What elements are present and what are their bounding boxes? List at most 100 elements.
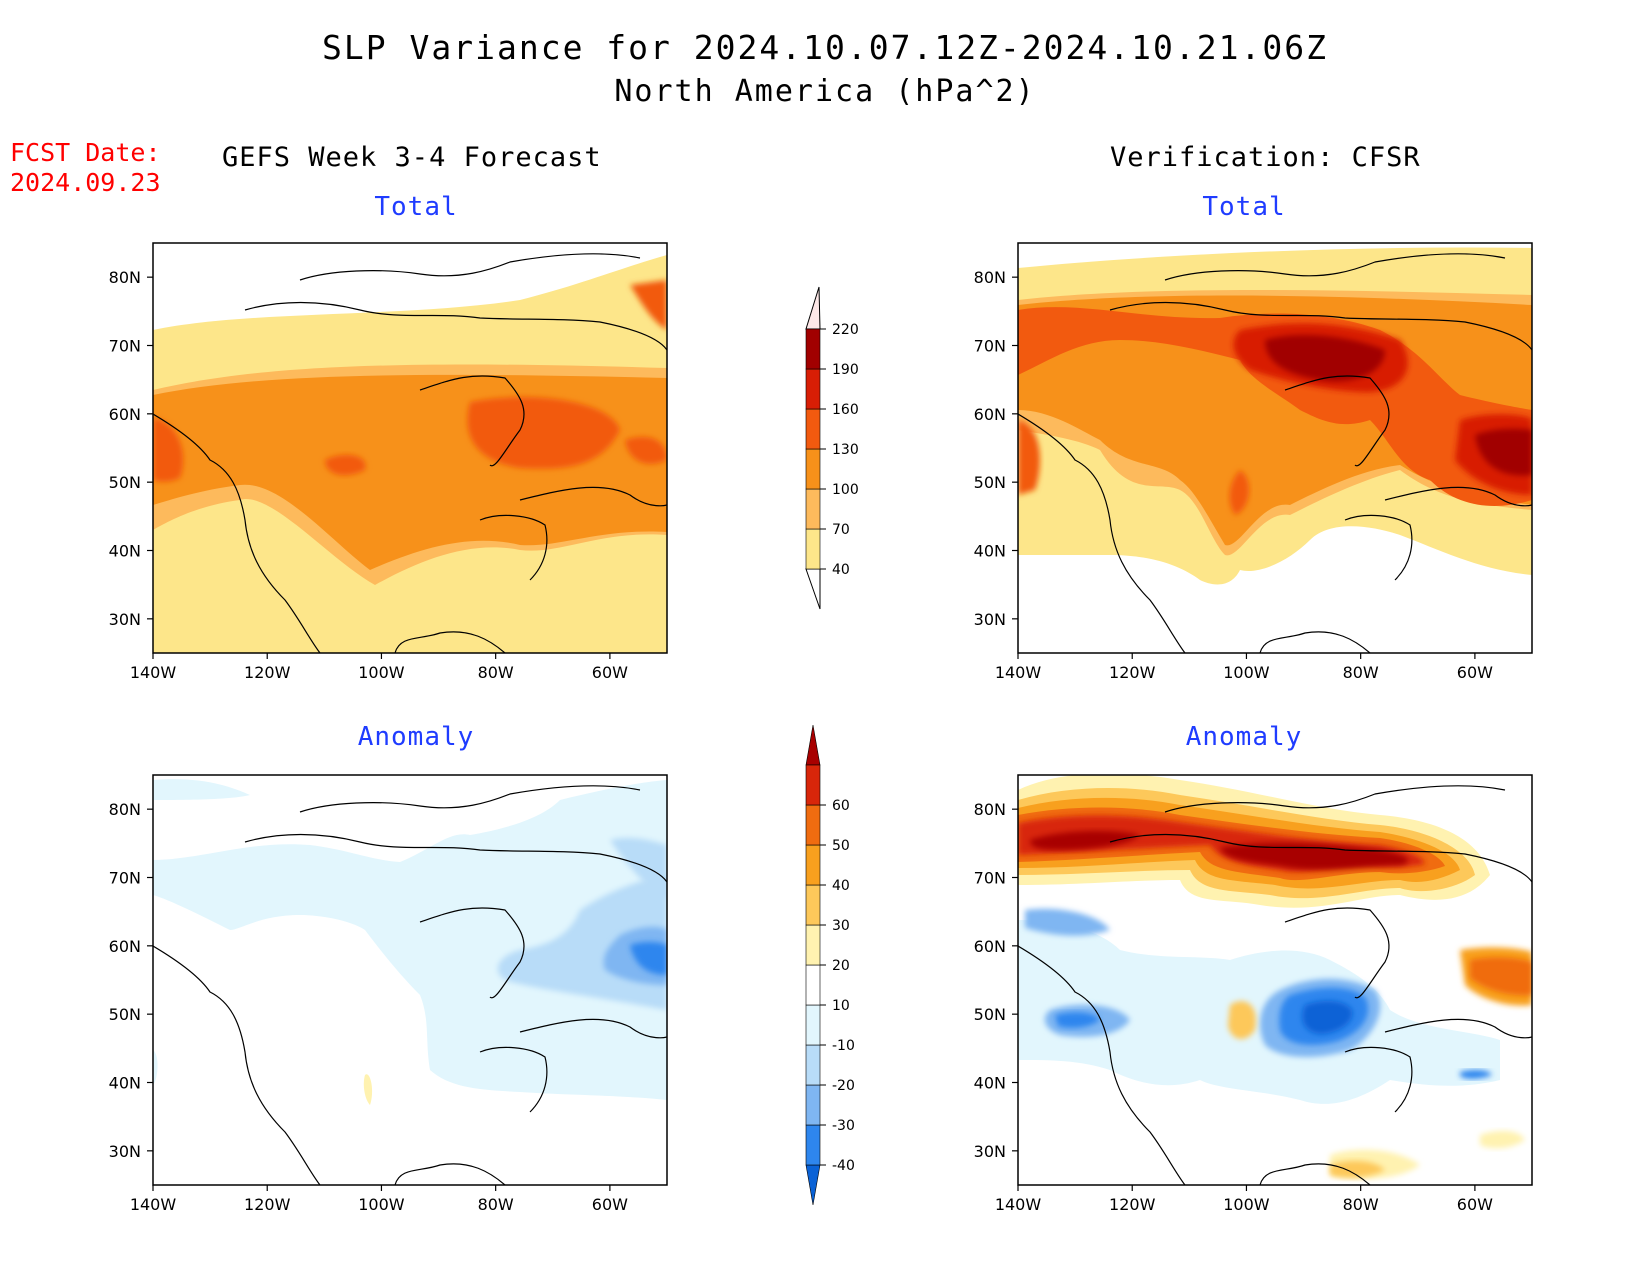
lat-tick-label: 60N — [974, 405, 1006, 424]
colorbar-segment — [805, 804, 821, 846]
lat-tick-label: 40N — [109, 1074, 141, 1093]
map-frame — [1017, 774, 1533, 1186]
colorbar-tick-label: 220 — [832, 322, 859, 338]
verification-total-title: Total — [1202, 192, 1286, 222]
lon-tick-label: 100W — [1223, 1195, 1270, 1214]
left-column-title: GEFS Week 3-4 Forecast — [222, 142, 602, 173]
lon-tick-label: 120W — [244, 663, 291, 682]
forecast-anomaly-map — [152, 774, 668, 1186]
colorbar-tick-label: 70 — [832, 522, 850, 538]
colorbar-segment — [805, 528, 821, 570]
map-frame — [152, 242, 668, 654]
map-frame — [152, 774, 668, 1186]
lat-tick-label: 30N — [974, 610, 1006, 629]
lon-tick-label: 80W — [478, 663, 514, 682]
colorbar-tick-label: -40 — [832, 1158, 855, 1174]
fcst-date-label: FCST Date: — [10, 138, 161, 167]
lon-tick-label: 140W — [130, 663, 177, 682]
lon-tick-label: 100W — [1223, 663, 1270, 682]
page-title: SLP Variance for 2024.10.07.12Z-2024.10.… — [322, 28, 1328, 67]
colorbar-tick-label: 40 — [832, 878, 850, 894]
coastlines — [153, 253, 667, 653]
colorbar-high-extension — [805, 724, 821, 766]
lat-tick-label: 70N — [974, 869, 1006, 888]
colorbar-segment — [805, 328, 821, 370]
page-subtitle: North America (hPa^2) — [614, 74, 1036, 109]
colorbar-tick-label: 100 — [832, 482, 859, 498]
lat-tick-label: 70N — [109, 337, 141, 356]
lat-tick-label: 50N — [974, 473, 1006, 492]
forecast-anomaly-title: Anomaly — [357, 722, 475, 752]
colorbar-segment — [805, 1084, 821, 1126]
lat-tick-label: 80N — [109, 268, 141, 287]
coastlines — [1018, 253, 1532, 653]
colorbar-segment — [805, 844, 821, 886]
colorbar-segment — [805, 488, 821, 530]
lon-tick-label: 60W — [1457, 1195, 1493, 1214]
lon-tick-label: 120W — [1109, 663, 1156, 682]
lon-tick-label: 80W — [1343, 663, 1379, 682]
colorbar-tick-label: -30 — [832, 1118, 855, 1134]
colorbar-segment — [805, 884, 821, 926]
forecast-total-title: Total — [374, 192, 458, 222]
lon-tick-label: 140W — [995, 1195, 1042, 1214]
lon-tick-label: 60W — [1457, 663, 1493, 682]
lon-tick-label: 140W — [995, 663, 1042, 682]
lon-tick-label: 60W — [592, 663, 628, 682]
colorbar-tick-label: -10 — [832, 1038, 855, 1054]
right-column-title: Verification: CFSR — [1110, 142, 1421, 173]
lat-tick-label: 50N — [109, 473, 141, 492]
colorbar-segment — [805, 408, 821, 450]
colorbar-high-extension — [805, 286, 821, 330]
fcst-date-value: 2024.09.23 — [10, 168, 161, 197]
lon-tick-label: 120W — [244, 1195, 291, 1214]
lat-tick-label: 40N — [109, 542, 141, 561]
lon-tick-label: 120W — [1109, 1195, 1156, 1214]
colorbar-segment — [805, 764, 821, 806]
verification-anomaly-map — [1017, 774, 1533, 1186]
lat-tick-label: 40N — [974, 542, 1006, 561]
colorbar-tick-label: 10 — [832, 998, 850, 1014]
colorbar-tick-label: 20 — [832, 958, 850, 974]
lon-tick-label: 140W — [130, 1195, 177, 1214]
anomaly-fill — [153, 779, 667, 1105]
colorbar-segment — [805, 1004, 821, 1046]
colorbar-tick-label: 160 — [832, 402, 859, 418]
colorbar-tick-label: 130 — [832, 442, 859, 458]
lat-tick-label: 80N — [974, 268, 1006, 287]
lon-tick-label: 80W — [1343, 1195, 1379, 1214]
lon-tick-label: 100W — [358, 1195, 405, 1214]
lat-tick-label: 30N — [974, 1142, 1006, 1161]
lat-tick-label: 40N — [974, 1074, 1006, 1093]
colorbar-segment — [805, 368, 821, 410]
lat-tick-label: 50N — [974, 1005, 1006, 1024]
coastlines — [1018, 785, 1532, 1185]
lon-tick-label: 80W — [478, 1195, 514, 1214]
colorbar-tick-label: -20 — [832, 1078, 855, 1094]
lat-tick-label: 30N — [109, 1142, 141, 1161]
lon-tick-label: 60W — [592, 1195, 628, 1214]
map-frame — [1017, 242, 1533, 654]
forecast-total-map — [152, 242, 668, 654]
lat-tick-label: 30N — [109, 610, 141, 629]
colorbar-tick-label: 50 — [832, 838, 850, 854]
lat-tick-label: 50N — [109, 1005, 141, 1024]
colorbar-tick-label: 30 — [832, 918, 850, 934]
colorbar-tick-label: 40 — [832, 562, 850, 578]
axes-layer: 80N 70N 60N 50N 40N 30N 140W 120W 100W 80W 60W 80N 7… — [109, 268, 1493, 1214]
lat-tick-label: 60N — [974, 937, 1006, 956]
lat-tick-label: 80N — [974, 800, 1006, 819]
colorbar-segment — [805, 964, 821, 1006]
lat-tick-label: 60N — [109, 405, 141, 424]
colorbar-tick-label: 190 — [832, 362, 859, 378]
coastlines — [153, 785, 667, 1185]
verification-anomaly-title: Anomaly — [1185, 722, 1303, 752]
anomaly-colorbar: -40 -30 -20 -10 10 20 30 40 50 60 — [805, 724, 855, 1206]
lat-tick-label: 60N — [109, 937, 141, 956]
total-colorbar: 40 70 100 130 160 190 220 — [805, 286, 859, 610]
verification-total-map — [1017, 242, 1533, 654]
lat-tick-label: 70N — [109, 869, 141, 888]
variance-fill — [1018, 247, 1532, 585]
colorbar-segment — [805, 1044, 821, 1086]
